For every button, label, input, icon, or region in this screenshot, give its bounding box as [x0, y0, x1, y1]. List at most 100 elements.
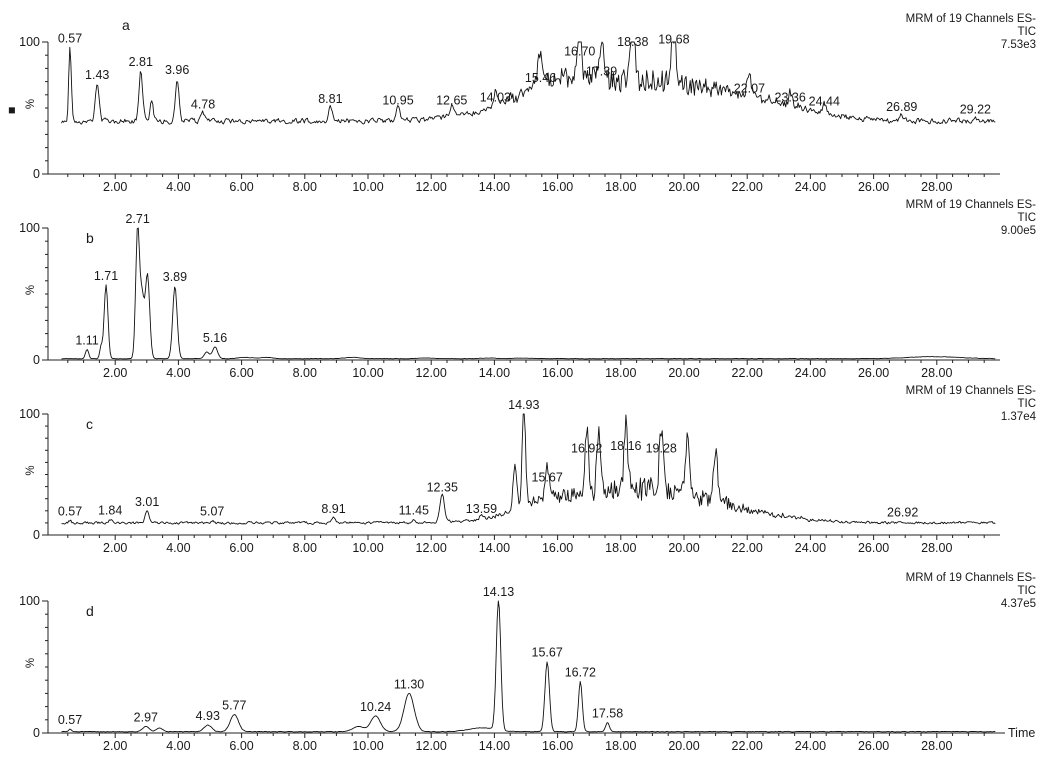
panel-a-x-tick-label: 16.00 — [542, 180, 573, 194]
panel-c-peak-label: 8.91 — [321, 502, 345, 516]
panel-c-peak-label: 12.35 — [427, 480, 458, 494]
panel-d-peak-label: 0.57 — [58, 713, 82, 727]
panel-c-header-title: MRM of 19 Channels ES- — [906, 385, 1037, 397]
panel-c-x-tick-label: 28.00 — [921, 541, 952, 555]
panel-b-x-tick-label: 18.00 — [605, 366, 636, 380]
panel-b-header-subtitle: TIC — [1017, 212, 1036, 224]
panel-a-y-label: % — [25, 99, 37, 109]
panel-b-x-tick-label: 14.00 — [479, 366, 510, 380]
panel-c-x-tick-label: 10.00 — [352, 541, 383, 555]
panel-a-peak-label: 29.22 — [960, 103, 991, 117]
panel-b-x-tick-label: 28.00 — [921, 366, 952, 380]
panel-a-peak-label: 17.39 — [586, 64, 617, 78]
panel-a-y-tick-label-min: 0 — [33, 167, 40, 181]
panel-c-series-line — [61, 413, 996, 525]
panel-d-x-axis-title: Time — [1008, 726, 1035, 740]
panel-b-x-tick-label: 2.00 — [103, 366, 127, 380]
panel-b-y-tick-label-max: 100 — [19, 221, 40, 235]
panel-d-x-tick-label: 20.00 — [668, 739, 699, 753]
panel-c-x-tick-label: 16.00 — [542, 541, 573, 555]
panel-a-x-tick-label: 22.00 — [732, 180, 763, 194]
panel-d-peak-label: 4.93 — [196, 709, 220, 723]
panel-c-x-tick-label: 22.00 — [732, 541, 763, 555]
panel-c-peak-label: 3.01 — [135, 495, 159, 509]
panel-a-x-tick-label: 28.00 — [921, 180, 952, 194]
panel-c-x-tick-label: 18.00 — [605, 541, 636, 555]
panel-d-peak-label: 14.13 — [483, 585, 514, 599]
panel-d-peak-label: 10.24 — [360, 700, 391, 714]
panel-d-intensity: 4.37e5 — [1001, 598, 1036, 610]
panel-a-header-title: MRM of 19 Channels ES- — [906, 13, 1037, 25]
panel-d-x-tick-label: 10.00 — [352, 739, 383, 753]
panel-b-x-tick-label: 6.00 — [229, 366, 253, 380]
panel-b-peak-label: 3.89 — [163, 270, 187, 284]
panel-d-series-line — [61, 600, 996, 733]
panel-d-header-subtitle: TIC — [1017, 585, 1036, 597]
panel-c-x-tick-label: 8.00 — [293, 541, 317, 555]
panel-c-letter: c — [86, 416, 93, 432]
panel-d-x-tick-label: 18.00 — [605, 739, 636, 753]
panel-c-peak-label: 13.59 — [466, 502, 497, 516]
panel-d-letter: d — [86, 603, 94, 619]
panel-a-series-line — [61, 41, 996, 125]
panel-a-x-tick-label: 10.00 — [352, 180, 383, 194]
panel-d-x-tick-label: 8.00 — [293, 739, 317, 753]
panel-a-peak-label: 1.43 — [85, 68, 109, 82]
panel-c-x-tick-label: 12.00 — [416, 541, 447, 555]
panel-a-peak-label: 15.46 — [525, 71, 556, 85]
panel-c-x-tick-label: 4.00 — [166, 541, 190, 555]
panel-c-peak-label: 26.92 — [887, 506, 918, 520]
panel-a-peak-label: 19.68 — [658, 33, 689, 47]
panel-d-x-tick-label: 6.00 — [229, 739, 253, 753]
panel-b-x-tick-label: 24.00 — [795, 366, 826, 380]
panel-b-peak-label: 5.16 — [203, 331, 227, 345]
panel-c-peak-label: 0.57 — [58, 504, 82, 518]
panel-a-peak-label: 0.57 — [58, 31, 82, 45]
panel-a-peak-label: 2.81 — [129, 55, 153, 69]
panel-a-peak-label: 10.95 — [382, 93, 413, 107]
panel-a-x-tick-label: 12.00 — [416, 180, 447, 194]
panel-c-x-tick-label: 14.00 — [479, 541, 510, 555]
panel-a-x-tick-label: 20.00 — [668, 180, 699, 194]
panel-a-intensity: 7.53e3 — [1001, 39, 1036, 51]
panel-a-peak-label: 24.44 — [809, 95, 840, 109]
panel-a-x-tick-label: 4.00 — [166, 180, 190, 194]
panel-d-y-label: % — [25, 658, 37, 668]
panel-b-x-tick-label: 8.00 — [293, 366, 317, 380]
panel-c-header-subtitle: TIC — [1017, 398, 1036, 410]
panel-a-peak-label: 22.07 — [734, 81, 765, 95]
panel-a-peak-label: 14.03 — [480, 91, 511, 105]
panel-c-x-tick-label: 20.00 — [668, 541, 699, 555]
panel-b-x-tick-label: 12.00 — [416, 366, 447, 380]
panel-d-x-tick-label: 24.00 — [795, 739, 826, 753]
panel-b-x-tick-label: 26.00 — [858, 366, 889, 380]
panel-a-x-tick-label: 18.00 — [605, 180, 636, 194]
panel-c-peak-label: 18.16 — [610, 439, 641, 453]
panel-a-peak-label: 12.65 — [436, 93, 467, 107]
panel-d-x-tick-label: 14.00 — [479, 739, 510, 753]
panel-d-peak-label: 16.72 — [565, 666, 596, 680]
panel-a-peak-label: 26.89 — [886, 100, 917, 114]
panel-d-x-tick-label: 2.00 — [103, 739, 127, 753]
panel-c-x-tick-label: 26.00 — [858, 541, 889, 555]
panel-a-peak-label: 8.81 — [318, 92, 342, 106]
panel-d-x-tick-label: 28.00 — [921, 739, 952, 753]
panel-b-x-tick-label: 22.00 — [732, 366, 763, 380]
panel-d-x-tick-label: 16.00 — [542, 739, 573, 753]
panel-d-x-tick-label: 12.00 — [416, 739, 447, 753]
panel-a-x-tick-label: 26.00 — [858, 180, 889, 194]
panel-a-peak-label: 4.78 — [191, 97, 215, 111]
panel-d-peak-label: 15.67 — [532, 646, 563, 660]
panel-b-x-tick-label: 10.00 — [352, 366, 383, 380]
panel-a-x-tick-label: 24.00 — [795, 180, 826, 194]
panel-d-x-tick-label: 22.00 — [732, 739, 763, 753]
panel-c-y-tick-label-max: 100 — [19, 407, 40, 421]
panel-c-peak-label: 14.93 — [508, 398, 539, 412]
panel-c-x-tick-label: 24.00 — [795, 541, 826, 555]
panel-a-peak-label: 16.70 — [564, 44, 595, 58]
panel-a-x-tick-label: 6.00 — [229, 180, 253, 194]
